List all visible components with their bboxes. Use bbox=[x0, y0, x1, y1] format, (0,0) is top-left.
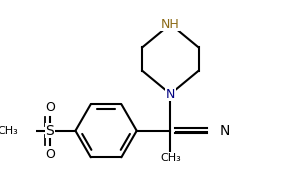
Text: NH: NH bbox=[161, 18, 180, 31]
Text: CH₃: CH₃ bbox=[0, 126, 18, 136]
Text: N: N bbox=[166, 87, 175, 101]
Text: O: O bbox=[45, 101, 55, 114]
Text: N: N bbox=[220, 124, 230, 138]
Text: O: O bbox=[45, 148, 55, 161]
Text: CH₃: CH₃ bbox=[160, 153, 181, 163]
Text: S: S bbox=[45, 124, 54, 138]
